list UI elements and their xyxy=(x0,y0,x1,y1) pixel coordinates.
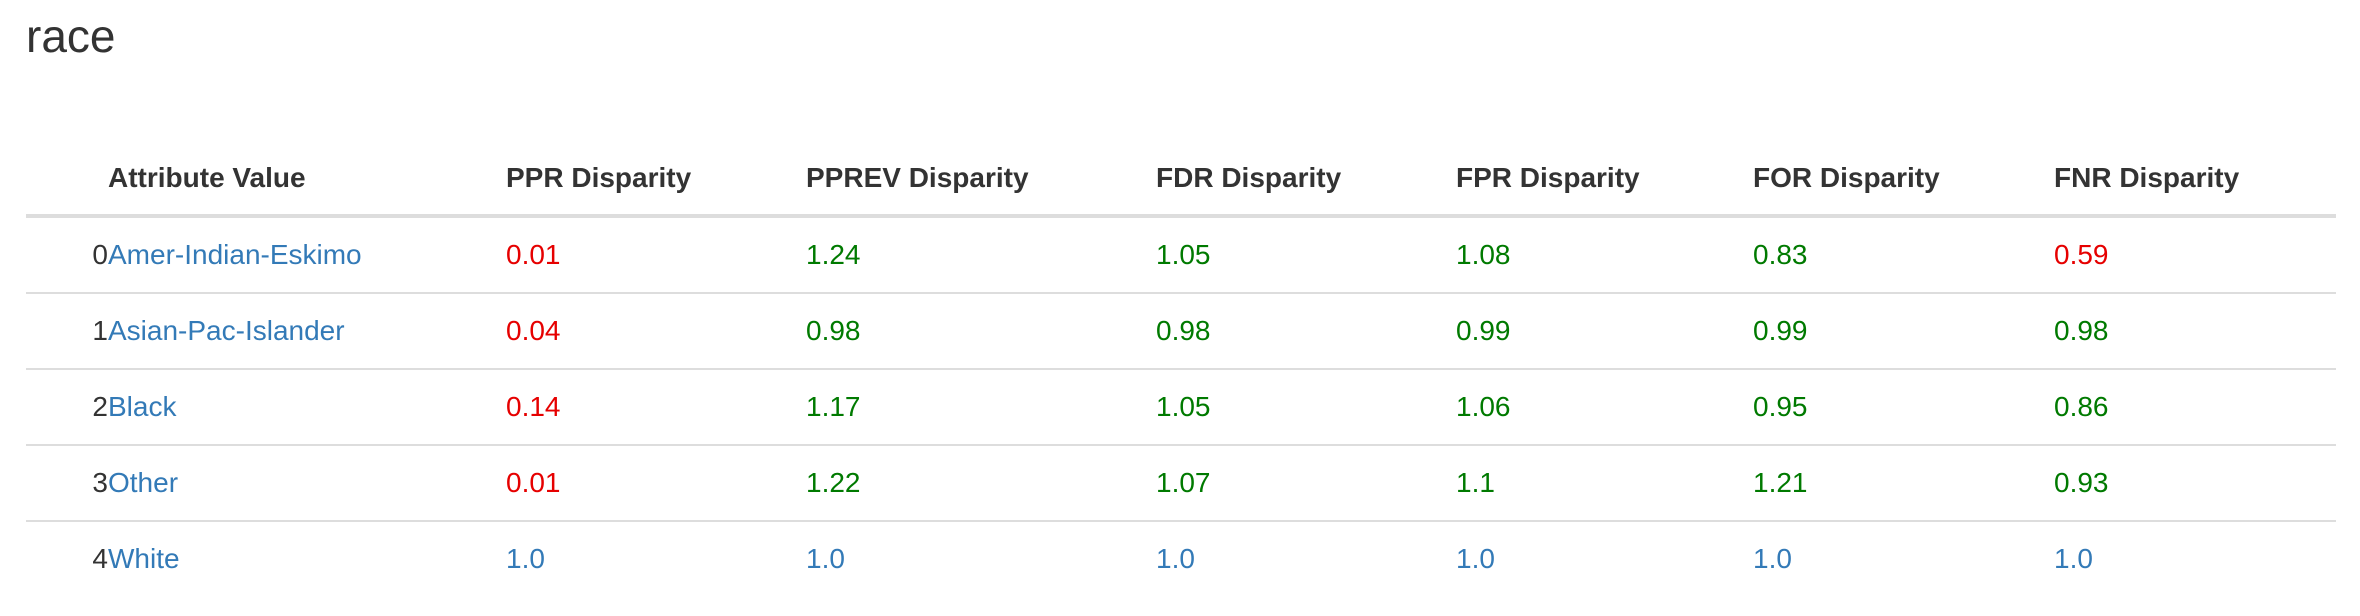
attribute-value-cell: Asian-Pac-Islander xyxy=(108,293,506,370)
row-index: 4 xyxy=(92,543,108,574)
ppr-disparity-cell: 0.01 xyxy=(506,445,806,522)
fpr-disparity-cell: 1.1 xyxy=(1456,445,1753,522)
table-row: 3 Other 0.01 1.22 1.07 1.1 1.21 0.93 xyxy=(26,445,2336,522)
table-row: 4 White 1.0 1.0 1.0 1.0 1.0 1.0 xyxy=(26,521,2336,596)
for-disparity-cell: 0.99 xyxy=(1753,293,2054,370)
pprev-disparity-cell: 1.22 xyxy=(806,445,1156,522)
fpr-disparity-cell: 0.99 xyxy=(1456,293,1753,370)
header-index xyxy=(26,142,108,218)
for-disparity-cell: 0.95 xyxy=(1753,369,2054,446)
for-disparity-cell: 1.21 xyxy=(1753,445,2054,522)
table-row: 0 Amer-Indian-Eskimo 0.01 1.24 1.05 1.08… xyxy=(26,216,2336,294)
fnr-disparity-cell: 0.59 xyxy=(2054,216,2336,294)
row-index: 1 xyxy=(26,293,108,370)
for-disparity-cell: 0.83 xyxy=(1753,216,2054,294)
attribute-value-cell: Black xyxy=(108,369,506,446)
row-index: 0 xyxy=(26,216,108,294)
for-disparity-cell: 1.0 xyxy=(1753,543,1792,574)
attribute-value-cell: White xyxy=(108,521,506,596)
header-row: Attribute Value PPR Disparity PPREV Disp… xyxy=(26,142,2336,218)
pprev-disparity-cell: 0.98 xyxy=(806,293,1156,370)
fpr-disparity-cell: 1.06 xyxy=(1456,369,1753,446)
fpr-disparity-cell: 1.0 xyxy=(1456,543,1495,574)
fdr-disparity-cell: 1.07 xyxy=(1156,445,1456,522)
row-index: 3 xyxy=(26,445,108,522)
disparity-table: Attribute Value PPR Disparity PPREV Disp… xyxy=(26,142,2336,596)
ppr-disparity-cell: 0.04 xyxy=(506,293,806,370)
attribute-value-cell: Other xyxy=(108,445,506,522)
fdr-disparity-cell: 1.05 xyxy=(1156,216,1456,294)
fdr-disparity-cell: 0.98 xyxy=(1156,293,1456,370)
fdr-disparity-cell: 1.0 xyxy=(1156,543,1195,574)
pprev-disparity-cell: 1.0 xyxy=(806,543,845,574)
table-header: Attribute Value PPR Disparity PPREV Disp… xyxy=(26,142,2336,218)
attribute-value-link[interactable]: Black xyxy=(108,391,177,422)
attribute-value-cell: Amer-Indian-Eskimo xyxy=(108,216,506,294)
attribute-value-link[interactable]: Asian-Pac-Islander xyxy=(108,315,345,346)
ppr-disparity-cell: 1.0 xyxy=(506,543,545,574)
pprev-disparity-cell: 1.24 xyxy=(806,216,1156,294)
table-body: 0 Amer-Indian-Eskimo 0.01 1.24 1.05 1.08… xyxy=(26,216,2336,596)
table-row: 1 Asian-Pac-Islander 0.04 0.98 0.98 0.99… xyxy=(26,293,2336,370)
attribute-value-link[interactable]: Other xyxy=(108,467,179,498)
fnr-disparity-cell: 0.98 xyxy=(2054,293,2336,370)
header-for-disparity[interactable]: FOR Disparity xyxy=(1753,142,2054,218)
header-fnr-disparity[interactable]: FNR Disparity xyxy=(2054,142,2336,218)
row-index: 2 xyxy=(26,369,108,446)
pprev-disparity-cell: 1.17 xyxy=(806,369,1156,446)
header-ppr-disparity[interactable]: PPR Disparity xyxy=(506,142,806,218)
table-row: 2 Black 0.14 1.17 1.05 1.06 0.95 0.86 xyxy=(26,369,2336,446)
attribute-value-link[interactable]: White xyxy=(108,543,180,574)
header-pprev-disparity[interactable]: PPREV Disparity xyxy=(806,142,1156,218)
ppr-disparity-cell: 0.14 xyxy=(506,369,806,446)
attribute-value-link[interactable]: Amer-Indian-Eskimo xyxy=(108,239,362,270)
ppr-disparity-cell: 0.01 xyxy=(506,216,806,294)
header-fpr-disparity[interactable]: FPR Disparity xyxy=(1456,142,1753,218)
header-fdr-disparity[interactable]: FDR Disparity xyxy=(1156,142,1456,218)
fnr-disparity-cell: 1.0 xyxy=(2054,543,2093,574)
fnr-disparity-cell: 0.93 xyxy=(2054,445,2336,522)
page-title: race xyxy=(26,10,116,62)
header-attribute-value[interactable]: Attribute Value xyxy=(108,142,506,218)
fdr-disparity-cell: 1.05 xyxy=(1156,369,1456,446)
fnr-disparity-cell: 0.86 xyxy=(2054,369,2336,446)
fpr-disparity-cell: 1.08 xyxy=(1456,216,1753,294)
